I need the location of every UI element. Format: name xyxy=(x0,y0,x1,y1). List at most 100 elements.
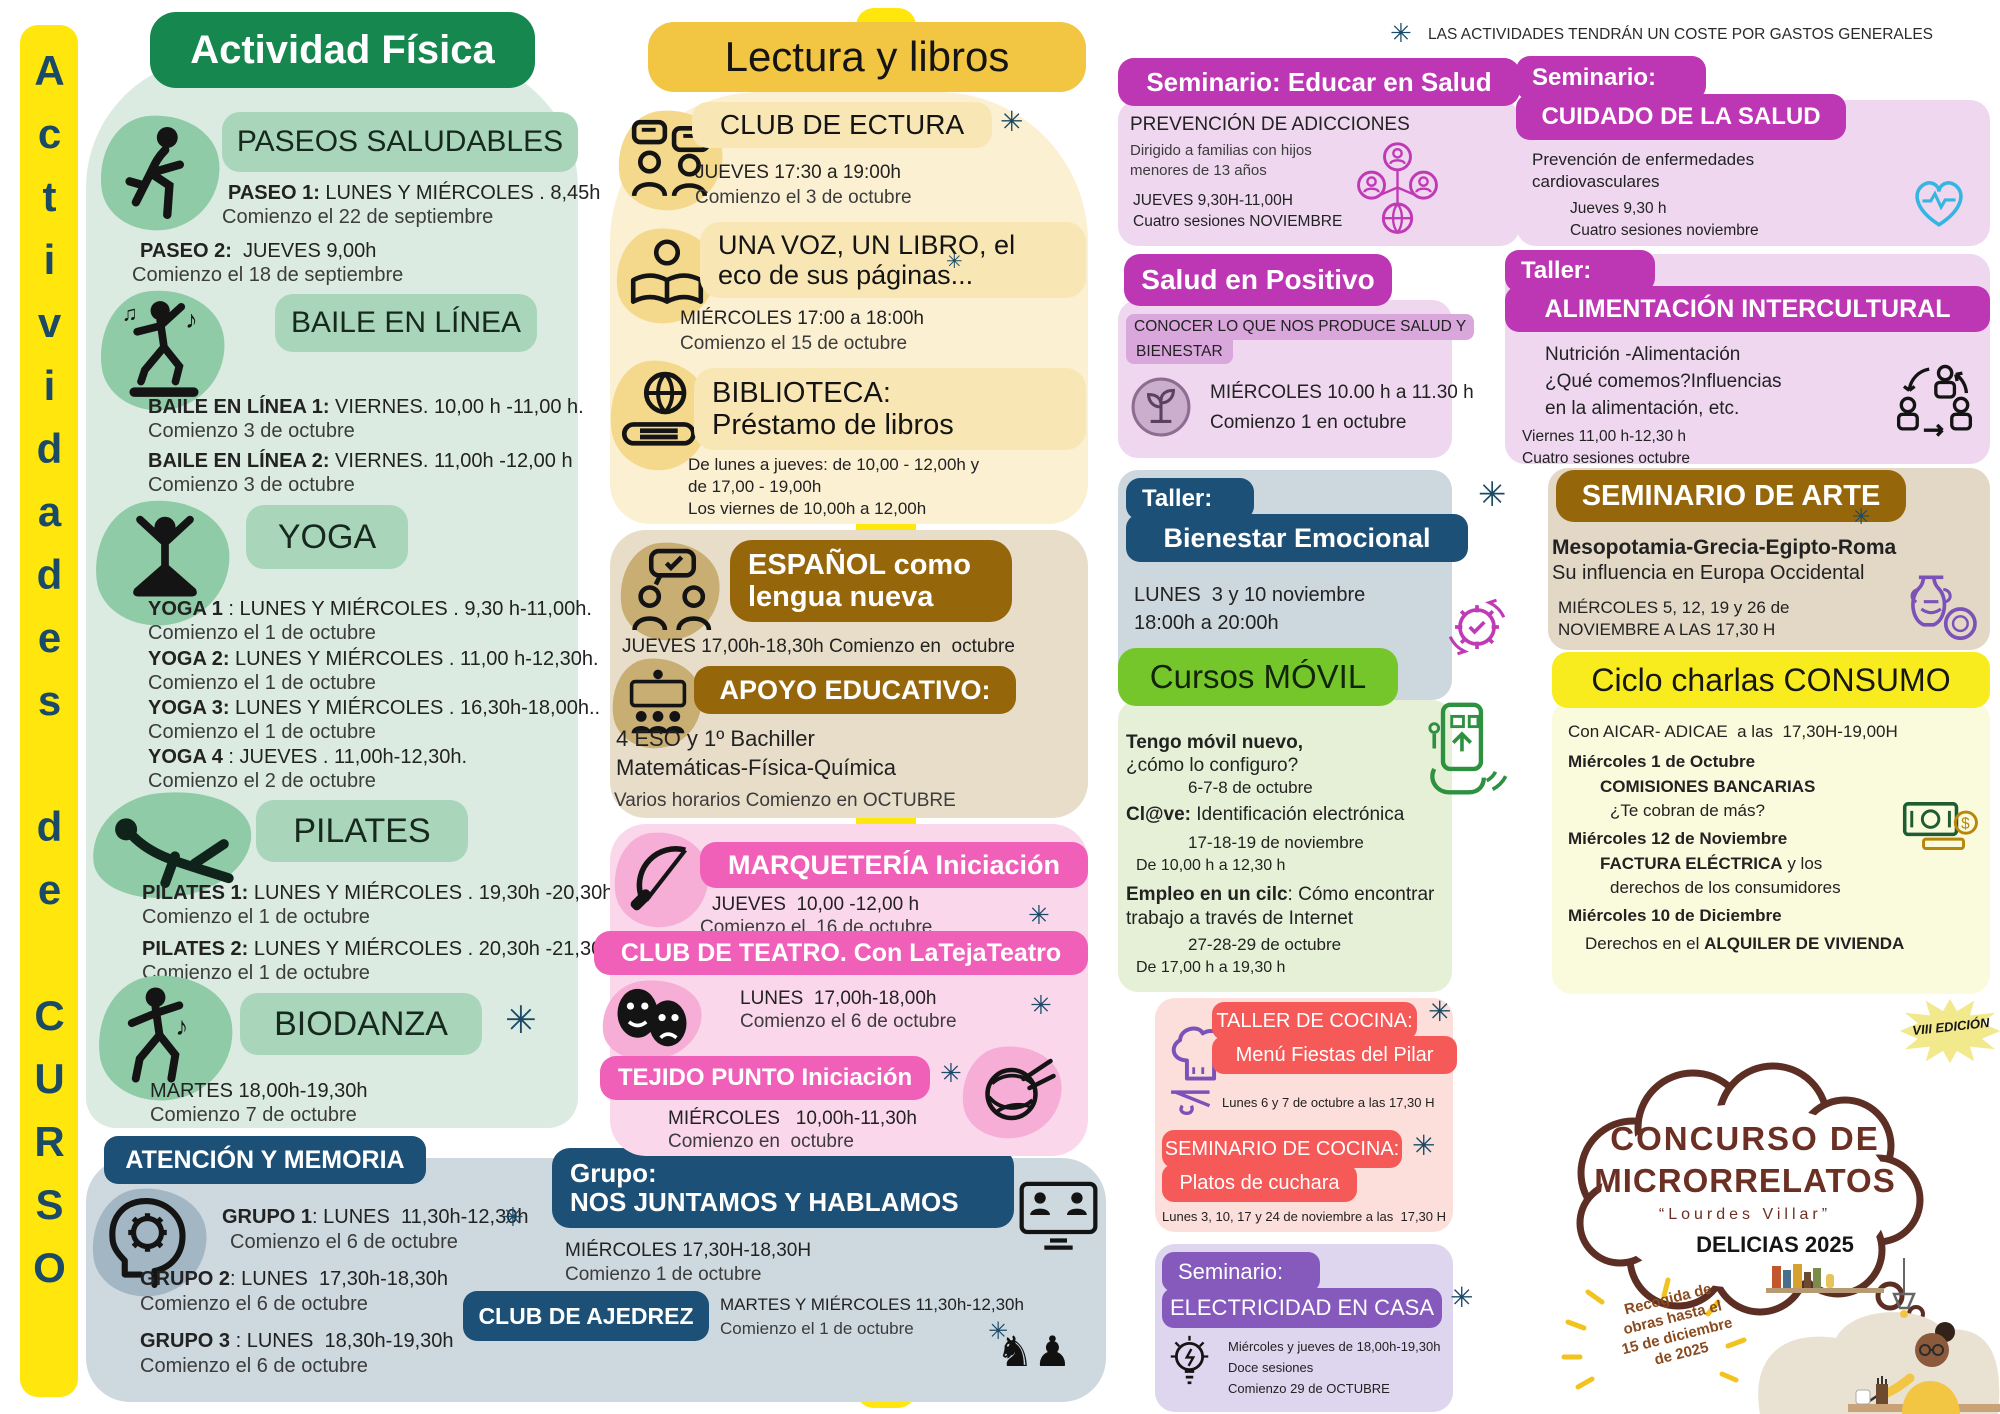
cuidado-line-1: Prevención de enfermedades xyxy=(1532,150,1755,169)
apoyo-line-1: 4 ESO y 1º Bachiller xyxy=(616,726,815,751)
cocina2-title-2: Platos de cuchara xyxy=(1162,1164,1357,1202)
cocina2-title-1-label: SEMINARIO DE COCINA: xyxy=(1164,1137,1400,1160)
espanol-schedule: JUEVES 17,00h-18,30h Comienzo en octubre xyxy=(622,636,1015,657)
baile-2-line: BAILE EN LÍNEA 2: VIERNES. 11,00h -12,00… xyxy=(148,450,573,472)
biblioteca-hours-2: de 17,00 - 19,00h xyxy=(688,477,822,496)
pilates-2-line: PILATES 2: LUNES Y MIÉRCOLES . 20,30h -2… xyxy=(142,938,625,960)
cocina-title-1-label: TALLER DE COCINA: xyxy=(1216,1009,1413,1032)
cocina2-asterisk: ✳ xyxy=(1412,1130,1436,1161)
biodanza-asterisk: ✳ xyxy=(505,1000,537,1042)
actividad-fisica-title-label: Actividad Física xyxy=(190,27,495,72)
cocina-schedule: Lunes 6 y 7 de octubre a las 17,30 H xyxy=(1222,1095,1435,1110)
teatro-title-label: CLUB DE TEATRO. Con LaTejaTeatro xyxy=(620,938,1062,967)
alimentacion-line-1: Nutrición -Alimentación xyxy=(1545,344,1741,365)
amphora-icon xyxy=(1890,570,1982,648)
alimentacion-title-1-label: Taller: xyxy=(1521,257,1592,284)
arte-schedule-1: MIÉRCOLES 5, 12, 19 y 26 de xyxy=(1558,598,1790,617)
espanol-title-line1: ESPAÑOL como xyxy=(748,548,971,581)
electricidad-title-2: ELECTRICIDAD EN CASA xyxy=(1162,1288,1442,1328)
movil-item1-line: ¿cómo lo configuro? xyxy=(1126,755,1299,776)
pilates-title-label: PILATES xyxy=(293,811,431,850)
yoga-2-start: Comienzo el 1 de octubre xyxy=(148,672,376,694)
movil-item2-dates: 17-18-19 de noviembre xyxy=(1188,833,1364,852)
hablamos-title: Grupo: NOS JUNTAMOS Y HABLAMOS xyxy=(552,1148,1014,1228)
una-voz-schedule: MIÉRCOLES 17:00 a 18:00h xyxy=(680,308,924,329)
marqueteria-asterisk: ✳ xyxy=(1028,900,1050,930)
biblioteca-title: BIBLIOTECA: Préstamo de libros xyxy=(694,368,1086,450)
baile-title: BAILE EN LÍNEA xyxy=(275,294,537,352)
heart-pulse-icon xyxy=(1908,172,1970,232)
cursos-movil-panel xyxy=(1118,700,1452,992)
alimentacion-line-3: en la alimentación, etc. xyxy=(1545,398,1740,419)
grupo-3-start: Comienzo el 6 de octubre xyxy=(140,1355,368,1377)
consumo-title: Ciclo charlas CONSUMO xyxy=(1552,652,1990,708)
club-lectura-title-label: CLUB DE ECTURA xyxy=(719,109,965,140)
cuidado-title-2: CUIDADO DE LA SALUD xyxy=(1516,94,1846,140)
hablamos-title-line2: NOS JUNTAMOS Y HABLAMOS xyxy=(570,1187,959,1217)
lectura-title-label: Lectura y libros xyxy=(724,33,1010,80)
alimentacion-sessions: Cuatro sesiones octubre xyxy=(1522,450,1691,467)
biodanza-title-label: BIODANZA xyxy=(274,1004,448,1043)
consumo-item-1-title: COMISIONES BANCARIAS xyxy=(1600,777,1816,796)
alimentacion-title-2: ALIMENTACIÓN INTERCULTURAL xyxy=(1505,286,1990,332)
ajedrez-asterisk: ✳ xyxy=(988,1318,1009,1345)
yarn-ball-icon xyxy=(972,1052,1057,1130)
cuidado-title-1: Seminario: xyxy=(1516,56,1706,100)
writer-illustration xyxy=(1752,1258,2000,1414)
bienestar-hours: 18:00h a 20:00h xyxy=(1134,612,1279,634)
baile-2-start: Comienzo 3 de octubre xyxy=(148,474,355,496)
paseo-2-start: Comienzo el 18 de septiembre xyxy=(132,264,404,286)
una-voz-asterisk: ✳ xyxy=(946,251,963,273)
electricidad-sessions: Doce sesiones xyxy=(1228,1360,1314,1375)
arte-asterisk: ✳ xyxy=(1852,504,1871,529)
salud-positivo-title: Salud en Positivo xyxy=(1124,254,1392,306)
walking-person-icon xyxy=(115,122,207,224)
positivo-schedule: MIÉRCOLES 10.00 h a 11.30 h xyxy=(1210,382,1474,403)
tejido-title: TEJIDO PUNTO Iniciación xyxy=(600,1056,930,1100)
positivo-highlight-2: BIENESTAR xyxy=(1126,340,1233,364)
thought-cloud xyxy=(1548,1058,1943,1320)
educar-subtitle: PREVENCIÓN DE ADICCIONES xyxy=(1130,114,1410,135)
biblioteca-hours-1: De lunes a jueves: de 10,00 - 12,00h y xyxy=(688,455,980,474)
cocina-title-2: Menú Fiestas del Pilar xyxy=(1212,1036,1457,1074)
bienestar-title-2-label: Bienestar Emocional xyxy=(1163,522,1431,553)
note-asterisk: ✳ xyxy=(1390,18,1412,48)
electricidad-asterisk: ✳ xyxy=(1450,1282,1474,1313)
espanol-title-line2: lengua nueva xyxy=(748,581,934,613)
concurso-place: DELICIAS 2025 xyxy=(1696,1232,1854,1257)
globe-book-icon xyxy=(618,366,706,464)
bienestar-title-1: Taller: xyxy=(1126,478,1254,520)
bienestar-title-1-label: Taller: xyxy=(1142,485,1213,512)
una-voz-title-line1: UNA VOZ, UN LIBRO, el xyxy=(718,229,1016,260)
marqueteria-title: MARQUETERÍA Iniciación xyxy=(700,842,1088,888)
consumo-date-3: Miércoles 10 de Diciembre xyxy=(1568,906,1782,925)
club-lectura-start: Comienzo el 3 de octubre xyxy=(695,187,912,208)
teatro-start: Comienzo el 6 de octubre xyxy=(740,1011,957,1032)
bienestar-title-2: Bienestar Emocional xyxy=(1126,514,1468,562)
consumo-intro: Con AICAR- ADICAE a las 17,30H-19,00H xyxy=(1568,722,1898,741)
biblioteca-hours-3: Los viernes de 10,00h a 12,00h xyxy=(688,499,927,518)
educar-salud-title: Seminario: Educar en Salud xyxy=(1118,58,1520,106)
consumo-item-1-sub: ¿Te cobran de más? xyxy=(1610,801,1765,820)
paseos-title: PASEOS SALUDABLES xyxy=(222,112,578,172)
movil-item3-line: Empleo en un cilc: Cómo encontrar xyxy=(1126,884,1435,905)
positivo-highlight-1: CONOCER LO QUE NOS PRODUCE SALUD Y xyxy=(1126,314,1475,340)
electricidad-title-1: Seminario: xyxy=(1162,1252,1320,1292)
salud-positivo-title-label: Salud en Positivo xyxy=(1141,264,1375,295)
atencion-title-label: ATENCIÓN Y MEMORIA xyxy=(125,1145,405,1174)
line-dance-icon: ♪ ♫ xyxy=(118,296,210,402)
pilates-1-line: PILATES 1: LUNES Y MIÉRCOLES . 19,30h -2… xyxy=(142,882,614,904)
paseos-title-label: PASEOS SALUDABLES xyxy=(236,125,564,158)
educar-line-2: menores de 13 años xyxy=(1130,162,1267,179)
yoga-icon xyxy=(115,505,215,615)
left-rail: Actividades de CURSO xyxy=(20,25,78,1397)
baile-1-start: Comienzo 3 de octubre xyxy=(148,420,355,442)
club-lectura-schedule: JUEVES 17:30 a 19:00h xyxy=(695,162,901,183)
grupo-1-asterisk: ✳ xyxy=(502,1202,524,1232)
cocina-asterisk: ✳ xyxy=(1428,996,1452,1027)
consumo-title-label: Ciclo charlas CONSUMO xyxy=(1591,661,1951,698)
biodanza-title: BIODANZA xyxy=(240,993,482,1055)
positivo-start: Comienzo 1 en octubre xyxy=(1210,412,1407,433)
consumo-panel xyxy=(1552,700,1990,994)
marqueteria-title-label: MARQUETERÍA Iniciación xyxy=(727,849,1061,880)
